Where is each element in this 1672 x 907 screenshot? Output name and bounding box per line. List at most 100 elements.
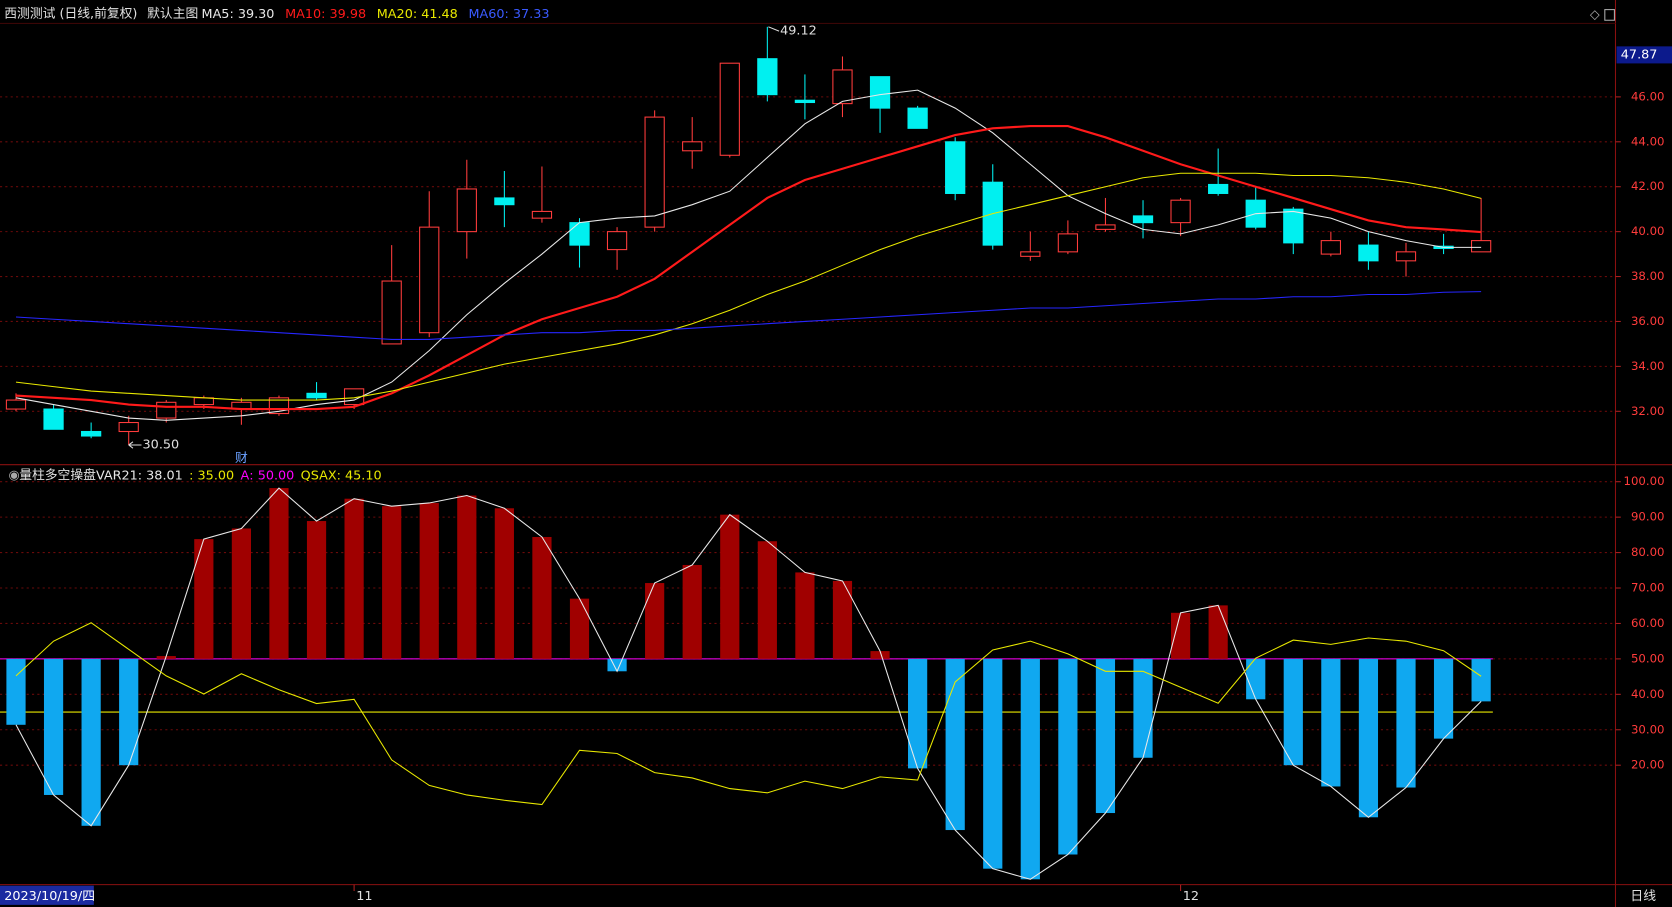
candle-body [494, 197, 515, 206]
bar [494, 508, 514, 659]
legend-sep: : [321, 6, 329, 21]
candle-body [1020, 251, 1041, 257]
cursor-value-box [1616, 46, 1672, 64]
indicator-line [15, 622, 1482, 806]
candle-body [682, 141, 703, 152]
icon-diamond[interactable]: ◇ [1590, 7, 1600, 22]
bar [269, 488, 289, 659]
legend-entry: MA20: 41.48 [377, 6, 458, 21]
legend-entry: MA5: 39.30 [202, 6, 275, 21]
candle-body [80, 430, 102, 437]
candle-body [719, 62, 740, 156]
legend-entry: : 35.00 [189, 468, 234, 483]
legend-sep: : [505, 6, 513, 21]
candle-body [907, 107, 928, 129]
legend-value: 45.10 [345, 468, 382, 483]
legend-value: 37.33 [513, 6, 550, 21]
legend-sep: : [229, 6, 237, 21]
candle-body [43, 408, 64, 430]
event-label: 财 [235, 451, 248, 466]
legend-sep: : [249, 468, 257, 483]
chart-subtitle: 默认主图 [147, 5, 198, 21]
bar [757, 541, 777, 659]
legend-value: 41.48 [421, 6, 458, 21]
candle-body [757, 58, 778, 96]
low-label: 30.50 [143, 437, 180, 452]
candle-body [1095, 224, 1116, 230]
bar [720, 514, 740, 659]
bar [194, 539, 214, 659]
legend-name: QSAX [301, 468, 337, 483]
bar [119, 658, 139, 766]
bar [795, 572, 815, 659]
candle-body [1358, 244, 1379, 262]
collapse-icon[interactable]: ◉ [9, 468, 20, 483]
legend-name: MA5 [202, 6, 230, 21]
y-tick-label: 40.00 [1631, 687, 1665, 701]
candle-body [1132, 215, 1154, 224]
period-label: 日线 [1630, 889, 1656, 904]
candle-body [1320, 240, 1341, 255]
y-tick-label: 100.00 [1624, 474, 1665, 488]
candle-body [419, 226, 440, 334]
main-header: 西测测试 (日线,前复权) 默认主图 MA5: 39.30 MA10: 39.98… [4, 5, 549, 21]
bar [870, 651, 890, 659]
high-label: 49.12 [780, 24, 817, 39]
bar [231, 528, 251, 659]
legend-name: A [241, 468, 250, 483]
legend-sep: : [337, 468, 345, 483]
bar [1433, 658, 1454, 739]
bar [1283, 658, 1303, 766]
candle-body [1395, 251, 1417, 262]
legend-value: 38.01 [146, 468, 183, 483]
legend-name: MA20 [377, 6, 413, 21]
x-tick-label: 11 [356, 889, 372, 904]
bar [945, 658, 965, 831]
candle-body [118, 421, 139, 433]
bar [6, 658, 26, 725]
indicator-title: 量柱多空操盘 [19, 467, 96, 483]
candle-body [456, 188, 477, 233]
ma-line [15, 89, 1482, 421]
candle-body [569, 222, 590, 246]
bar [983, 658, 1003, 869]
candle-body [945, 141, 966, 194]
legend-value: 39.98 [330, 6, 367, 21]
x-tick-label: 12 [1183, 889, 1199, 904]
bar [1058, 658, 1078, 855]
cursor-date-box [0, 885, 94, 905]
bar [1246, 658, 1266, 700]
bar [306, 521, 327, 659]
bar [382, 506, 402, 659]
bar [832, 580, 853, 659]
bar [532, 536, 552, 659]
bar [607, 658, 627, 672]
legend-value: 39.30 [238, 6, 275, 21]
bar [645, 583, 665, 659]
bar [1396, 658, 1416, 788]
y-tick-label: 60.00 [1631, 616, 1665, 630]
icon-window[interactable] [1604, 9, 1615, 21]
y-tick-label: 70.00 [1631, 581, 1665, 595]
bar [908, 658, 928, 769]
candle-body [5, 399, 27, 410]
bar [1170, 612, 1191, 659]
legend-entry: QSAX: 45.10 [301, 468, 382, 483]
candle-body [306, 392, 327, 399]
bar [419, 502, 439, 659]
candle-body [1208, 183, 1229, 194]
bar [1095, 658, 1116, 814]
candle-body [869, 76, 891, 109]
legend-entry: A: 50.00 [241, 468, 295, 483]
candle-body [606, 231, 628, 251]
y-tick-label: 44.00 [1631, 134, 1665, 148]
bar [682, 564, 702, 659]
candle-body [1470, 240, 1492, 253]
legend-sep: : [413, 6, 421, 21]
bar [457, 495, 477, 659]
cursor-value-label: 47.87 [1621, 47, 1658, 62]
chart-title: 西测测试 (日线,前复权) [4, 5, 137, 21]
y-tick-label: 32.00 [1631, 404, 1665, 418]
bar [1133, 658, 1153, 758]
